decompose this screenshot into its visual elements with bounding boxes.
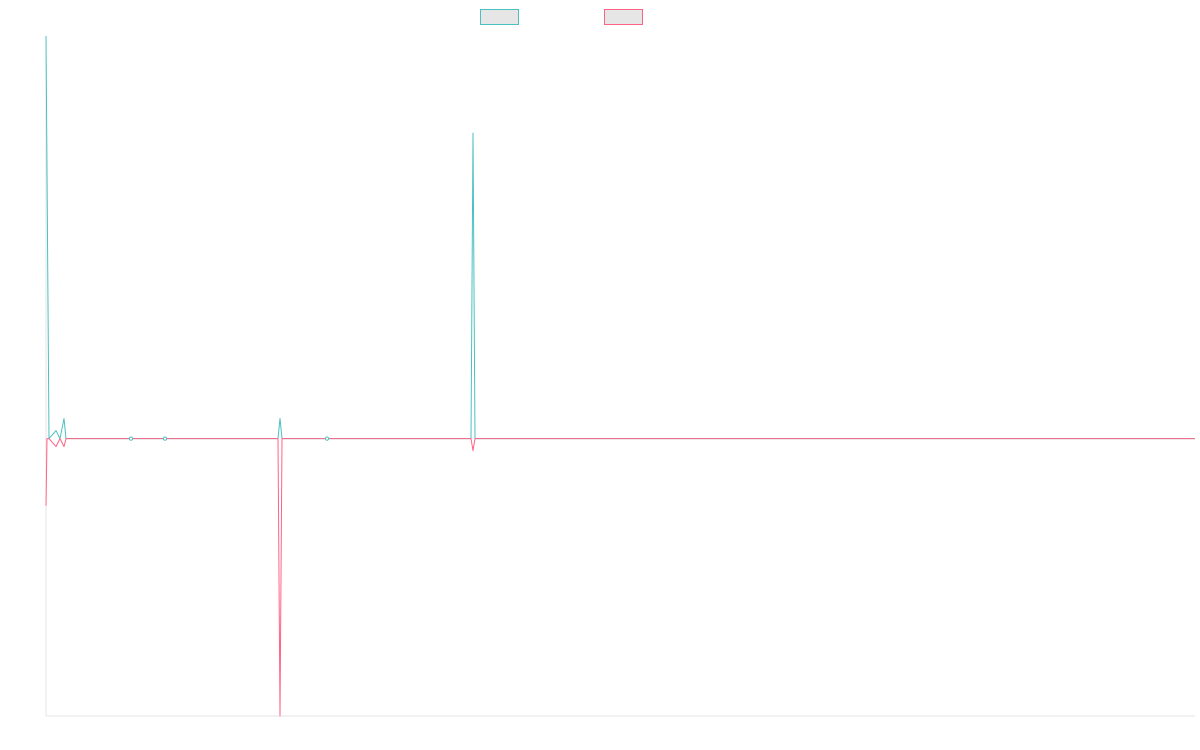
data-point-3 — [324, 436, 330, 441]
data-point-1 — [128, 436, 134, 441]
legend-swatch-series-1[interactable] — [480, 9, 519, 25]
legend-swatch-series-2[interactable] — [604, 9, 643, 25]
series-line-2 — [45, 438, 1195, 717]
data-point-2 — [162, 436, 168, 441]
axes — [45, 36, 1195, 717]
series-line-1 — [45, 35, 1195, 440]
legend — [0, 9, 1200, 27]
series-layer — [45, 35, 1195, 717]
